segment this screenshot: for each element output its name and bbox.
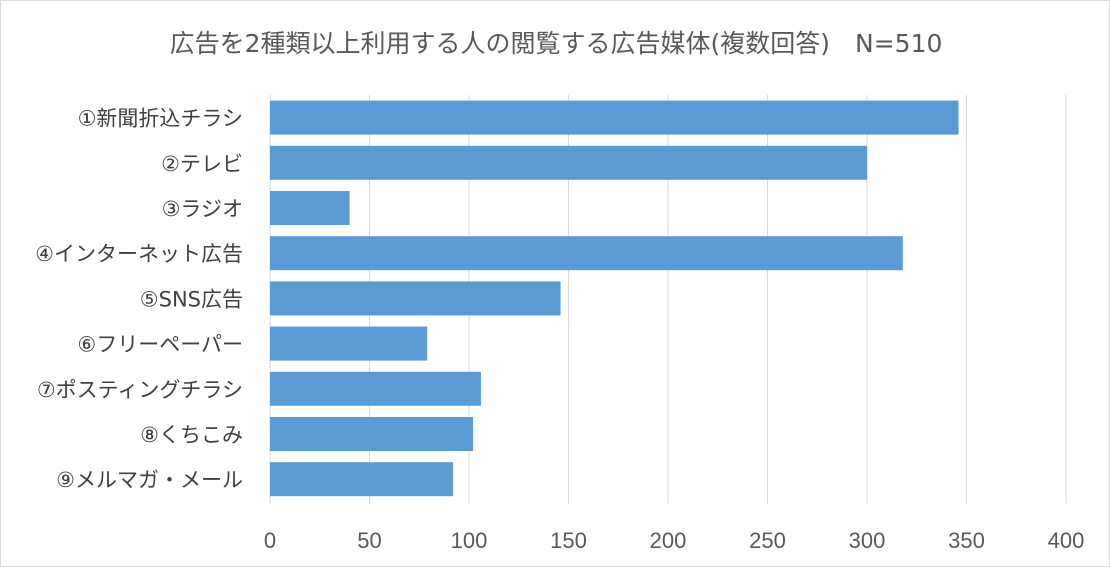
category-label: ③ラジオ bbox=[162, 197, 243, 221]
category-label: ⑥フリーペーパー bbox=[77, 333, 243, 357]
bar bbox=[270, 326, 428, 361]
category-labels: ①新聞折込チラシ ②テレビ ③ラジオ ④インターネット広告 ⑤SNS広告 ⑥フリーペーパー… bbox=[35, 107, 243, 493]
x-tick-label: 250 bbox=[749, 528, 786, 553]
bar bbox=[270, 236, 903, 271]
category-label: ⑦ポスティングチラシ bbox=[37, 378, 243, 402]
x-tick-label: 350 bbox=[948, 528, 985, 553]
category-label: ⑧くちこみ bbox=[140, 423, 243, 447]
category-label: ④インターネット広告 bbox=[35, 242, 243, 266]
bar bbox=[270, 371, 481, 406]
x-tick-label: 300 bbox=[849, 528, 886, 553]
x-tick-label: 200 bbox=[650, 528, 687, 553]
category-label: ⑨メルマガ・メール bbox=[56, 468, 243, 492]
x-axis-tick-labels: 0 50 100 150 200 250 300 350 400 bbox=[264, 528, 1084, 553]
bar bbox=[270, 462, 454, 497]
chart-title: 広告を2種類以上利用する人の閲覧する広告媒体(複数回答) N=510 bbox=[170, 29, 943, 58]
x-tick-label: 50 bbox=[357, 528, 381, 553]
bar bbox=[270, 191, 350, 225]
x-tick-label: 150 bbox=[550, 528, 587, 553]
bars bbox=[270, 100, 959, 497]
x-tick-label: 400 bbox=[1048, 528, 1085, 553]
bar bbox=[270, 100, 959, 135]
bar bbox=[270, 417, 473, 451]
category-label: ②テレビ bbox=[161, 152, 243, 176]
category-label: ①新聞折込チラシ bbox=[78, 107, 243, 131]
category-label: ⑤SNS広告 bbox=[140, 287, 243, 311]
x-tick-label: 100 bbox=[451, 528, 488, 553]
x-tick-label: 0 bbox=[264, 528, 276, 553]
bar bbox=[270, 145, 867, 180]
bar bbox=[270, 281, 561, 316]
